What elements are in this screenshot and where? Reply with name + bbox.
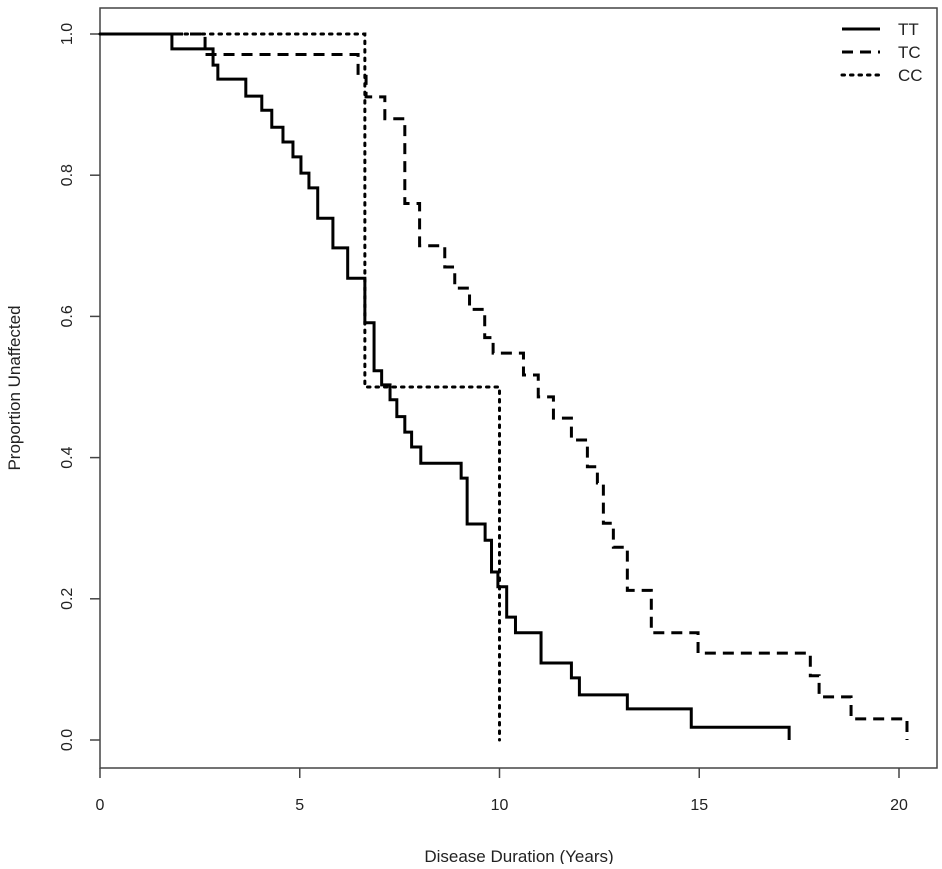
legend-label: TC bbox=[898, 43, 921, 62]
x-tick-label: 15 bbox=[690, 797, 708, 814]
x-tick-label: 0 bbox=[96, 797, 105, 814]
legend-label: CC bbox=[898, 66, 923, 85]
y-tick-label: 0.6 bbox=[59, 305, 76, 327]
legend-label: TT bbox=[898, 20, 919, 39]
y-tick-label: 0.2 bbox=[59, 588, 76, 610]
y-tick-label: 1.0 bbox=[59, 23, 76, 45]
series-line-cc bbox=[98, 32, 501, 742]
x-tick-label: 20 bbox=[890, 797, 908, 814]
x-tick-label: 10 bbox=[491, 797, 509, 814]
y-tick-label: 0.8 bbox=[59, 164, 76, 186]
series-line-tc bbox=[100, 32, 909, 740]
legend: TT TC CC bbox=[840, 20, 923, 85]
x-axis-label: Disease Duration (Years) bbox=[424, 847, 613, 864]
plot-frame bbox=[99, 7, 938, 769]
series-line-tt bbox=[100, 32, 791, 740]
y-tick-label: 0.0 bbox=[59, 729, 76, 751]
y-tick-label: 0.4 bbox=[59, 446, 76, 468]
y-axis-label: Proportion Unaffected bbox=[5, 305, 24, 470]
x-tick-label: 5 bbox=[295, 797, 304, 814]
